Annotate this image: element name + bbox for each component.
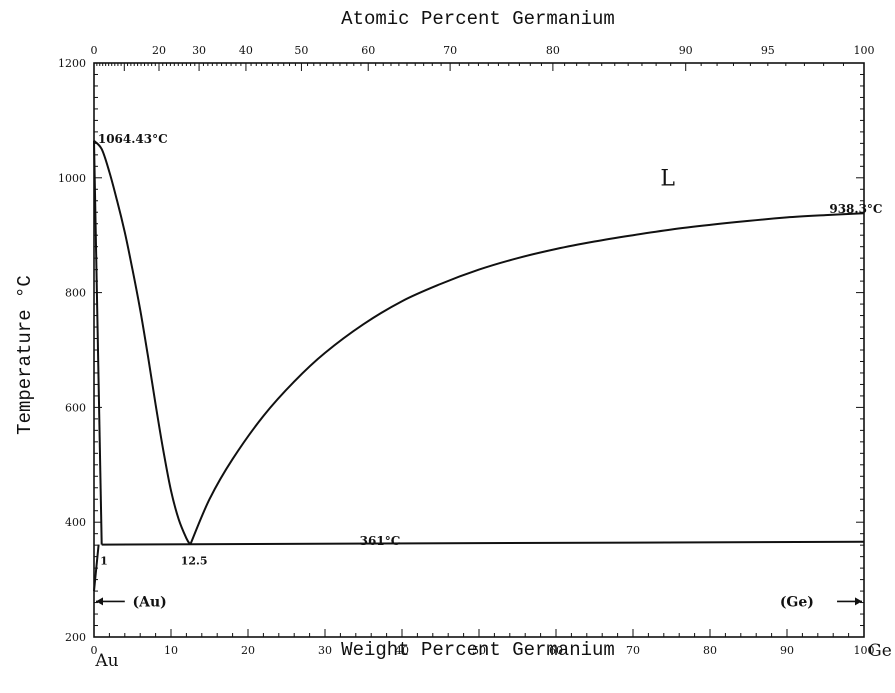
- top-tick-label: 80: [546, 44, 560, 57]
- left-end-label: Au: [94, 651, 118, 671]
- bottom-tick-label: 40: [395, 644, 409, 657]
- bottom-tick-label: 20: [241, 644, 255, 657]
- left-tick-label: 400: [65, 516, 86, 529]
- curves-layer: [93, 140, 865, 606]
- eutectic-line-curve: [101, 540, 865, 546]
- left-tick-label: 1000: [58, 172, 86, 185]
- bottom-tick-label: 100: [854, 644, 875, 657]
- top-tick-label: 90: [679, 44, 693, 57]
- bottom-tick-label: 10: [164, 644, 178, 657]
- liquidus-ge-curve: [189, 212, 865, 545]
- bottom-tick-label: 70: [626, 644, 640, 657]
- labels-layer: 0 10 20 30 40 50 60 70 80 90 1000 20 30 40 50 60 70 80 90 9…: [58, 44, 882, 657]
- solvus-au-curve: [93, 544, 100, 592]
- eutectic-temp-label: 361°C: [360, 534, 401, 548]
- solubility-limit-label: 1: [100, 555, 108, 568]
- bottom-tick-label: 90: [780, 644, 794, 657]
- liquidus-au-curve: [93, 140, 192, 546]
- bottom-tick-label: 80: [703, 644, 717, 657]
- bottom-tick-label: 0: [91, 644, 98, 657]
- bottom-tick-label: 60: [549, 644, 563, 657]
- ge-phase-arrowhead: [855, 597, 862, 606]
- au-phase-arrowhead: [96, 597, 103, 606]
- left-tick-label: 800: [65, 287, 86, 300]
- top-tick-label: 30: [192, 44, 206, 57]
- left-tick-label: 200: [65, 631, 86, 644]
- left-tick-label: 1200: [58, 57, 86, 70]
- top-tick-label: 60: [361, 44, 375, 57]
- bottom-tick-label: 30: [318, 644, 332, 657]
- eutectic-comp-label: 12.5: [181, 555, 208, 568]
- axes-layer: [93, 62, 865, 638]
- solidus-au-curve: [93, 140, 103, 545]
- top-tick-label: 50: [294, 44, 308, 57]
- ge-melting-label: 938.3°C: [829, 202, 882, 216]
- top-tick-label: 40: [239, 44, 253, 57]
- top-axis-title: Atomic Percent Germanium: [341, 8, 615, 30]
- top-tick-label: 95: [761, 44, 775, 57]
- ge-phase-label: (Ge): [780, 594, 814, 610]
- plot-frame: [93, 62, 865, 638]
- liquid-region-label: L: [660, 167, 675, 192]
- top-tick-label: 0: [91, 44, 98, 57]
- y-axis-title: Temperature °C: [14, 275, 36, 435]
- bottom-axis-title: Weight Percent Germanium: [341, 639, 615, 661]
- top-tick-label: 100: [854, 44, 875, 57]
- top-tick-label: 20: [152, 44, 166, 57]
- top-tick-label: 70: [443, 44, 457, 57]
- bottom-tick-label: 50: [472, 644, 486, 657]
- au-phase-label: (Au): [133, 594, 167, 610]
- right-end-label: Ge: [868, 641, 892, 661]
- au-melting-label: 1064.43°C: [98, 132, 168, 146]
- left-tick-label: 600: [65, 401, 86, 414]
